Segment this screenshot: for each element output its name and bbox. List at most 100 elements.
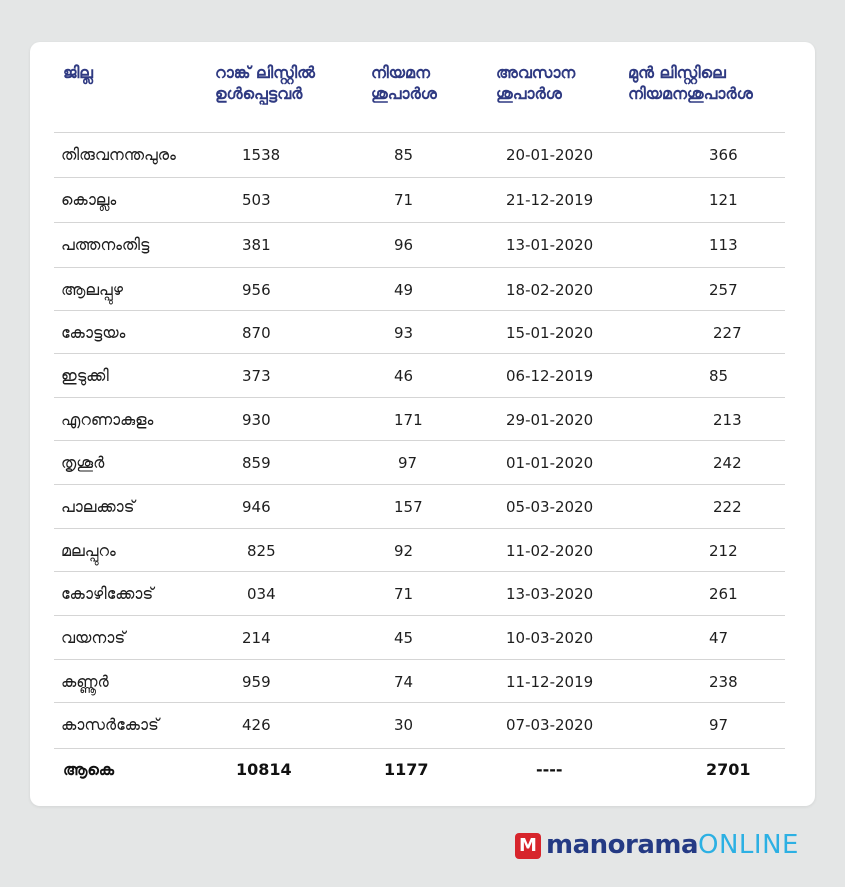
row-divider <box>54 267 785 268</box>
cell-district: ഇടുക്കി <box>61 366 109 385</box>
cell-previous-list-advice: 121 <box>709 191 738 209</box>
cell-previous-list-advice: 97 <box>709 716 729 734</box>
cell-appointment-advice: 171 <box>394 411 423 429</box>
logo-wordmark: manoramaONLINE <box>546 829 799 861</box>
cell-rank-list: 859 <box>242 454 271 472</box>
cell-district: പാലക്കാട് <box>61 497 135 516</box>
cell-appointment-advice: 71 <box>394 585 414 603</box>
cell-previous-list-advice: 212 <box>709 542 738 560</box>
header-rank-list: റാങ്ക് ലിസ്റ്റിൽ ഉൾപ്പെട്ടവർ <box>215 63 315 103</box>
cell-rank-list: 381 <box>242 236 271 254</box>
cell-rank-list: 503 <box>242 191 271 209</box>
cell-previous-list-advice: 113 <box>709 236 738 254</box>
row-divider <box>54 353 785 354</box>
cell-rank-list: 959 <box>242 673 271 691</box>
cell-appointment-advice: 49 <box>394 281 414 299</box>
cell-rank-list: 825 <box>247 542 276 560</box>
cell-appointment-advice: 93 <box>394 324 414 342</box>
row-divider <box>54 528 785 529</box>
cell-rank-list: 214 <box>242 629 271 647</box>
cell-last-advice: 20-01-2020 <box>506 146 594 164</box>
header-district: ജില്ല <box>63 63 93 82</box>
cell-district: കോട്ടയം <box>61 323 126 342</box>
row-divider <box>54 222 785 223</box>
total-previous-list-advice: 2701 <box>706 760 751 779</box>
row-divider <box>54 484 785 485</box>
row-divider <box>54 177 785 178</box>
cell-last-advice: 15-01-2020 <box>506 324 594 342</box>
total-appointment-advice: 1177 <box>384 760 429 779</box>
cell-rank-list: 426 <box>242 716 271 734</box>
cell-last-advice: 18-02-2020 <box>506 281 594 299</box>
cell-previous-list-advice: 85 <box>709 367 729 385</box>
cell-appointment-advice: 96 <box>394 236 414 254</box>
total-last-advice: ---- <box>536 760 563 779</box>
total-rank-list: 10814 <box>236 760 292 779</box>
cell-district: തൃശൂർ <box>61 453 105 472</box>
cell-last-advice: 07-03-2020 <box>506 716 594 734</box>
cell-appointment-advice: 74 <box>394 673 414 691</box>
cell-appointment-advice: 92 <box>394 542 414 560</box>
manorama-logo-icon: M <box>515 833 541 859</box>
header-last-advice: അവസാന ശുപാർശ <box>496 63 576 103</box>
cell-district: വയനാട് <box>61 628 126 647</box>
cell-previous-list-advice: 257 <box>709 281 738 299</box>
row-divider <box>54 702 785 703</box>
cell-last-advice: 29-01-2020 <box>506 411 594 429</box>
cell-appointment-advice: 45 <box>394 629 414 647</box>
row-divider <box>54 659 785 660</box>
cell-previous-list-advice: 227 <box>713 324 742 342</box>
row-divider <box>54 440 785 441</box>
total-district: ആകെ <box>63 760 115 779</box>
cell-rank-list: 373 <box>242 367 271 385</box>
cell-last-advice: 13-03-2020 <box>506 585 594 603</box>
cell-rank-list: 956 <box>242 281 271 299</box>
cell-rank-list: 870 <box>242 324 271 342</box>
cell-rank-list: 930 <box>242 411 271 429</box>
cell-last-advice: 13-01-2020 <box>506 236 594 254</box>
cell-previous-list-advice: 242 <box>713 454 742 472</box>
cell-appointment-advice: 71 <box>394 191 414 209</box>
cell-district: ആലപ്പുഴ <box>61 280 123 299</box>
cell-district: തിരുവനന്തപുരം <box>61 145 176 164</box>
cell-previous-list-advice: 261 <box>709 585 738 603</box>
cell-rank-list: 1538 <box>242 146 281 164</box>
cell-previous-list-advice: 47 <box>709 629 729 647</box>
cell-district: കാസർകോട് <box>61 715 159 734</box>
row-divider <box>54 132 785 133</box>
row-divider <box>54 397 785 398</box>
cell-appointment-advice: 85 <box>394 146 414 164</box>
cell-district: കോഴിക്കോട് <box>61 584 154 603</box>
cell-last-advice: 11-12-2019 <box>506 673 594 691</box>
cell-appointment-advice: 97 <box>398 454 418 472</box>
cell-district: കൊല്ലം <box>61 190 117 209</box>
header-previous-list-advice: മുൻ ലിസ്റ്റിലെ നിയമനശുപാർശ <box>628 63 753 103</box>
row-divider <box>54 310 785 311</box>
cell-last-advice: 11-02-2020 <box>506 542 594 560</box>
cell-appointment-advice: 157 <box>394 498 423 516</box>
cell-appointment-advice: 46 <box>394 367 414 385</box>
row-divider <box>54 748 785 749</box>
row-divider <box>54 571 785 572</box>
cell-last-advice: 06-12-2019 <box>506 367 594 385</box>
cell-district: എറണാകുളം <box>61 410 154 429</box>
cell-last-advice: 21-12-2019 <box>506 191 594 209</box>
cell-district: കണ്ണൂർ <box>61 672 109 691</box>
cell-last-advice: 10-03-2020 <box>506 629 594 647</box>
logo-name-main: manorama <box>546 830 699 860</box>
row-divider <box>54 615 785 616</box>
logo-name-suffix: ONLINE <box>698 830 799 860</box>
cell-district: മലപ്പുറം <box>61 541 116 560</box>
cell-last-advice: 01-01-2020 <box>506 454 594 472</box>
cell-appointment-advice: 30 <box>394 716 414 734</box>
cell-last-advice: 05-03-2020 <box>506 498 594 516</box>
header-appointment-advice: നിയമന ശുപാർശ <box>371 63 437 103</box>
cell-rank-list: 946 <box>242 498 271 516</box>
table-card: ജില്ല റാങ്ക് ലിസ്റ്റിൽ ഉൾപ്പെട്ടവർ നിയമന… <box>30 42 815 806</box>
cell-previous-list-advice: 238 <box>709 673 738 691</box>
manorama-online-logo: M manoramaONLINE <box>515 829 815 861</box>
cell-previous-list-advice: 222 <box>713 498 742 516</box>
cell-previous-list-advice: 213 <box>713 411 742 429</box>
cell-rank-list: 034 <box>247 585 276 603</box>
cell-previous-list-advice: 366 <box>709 146 738 164</box>
